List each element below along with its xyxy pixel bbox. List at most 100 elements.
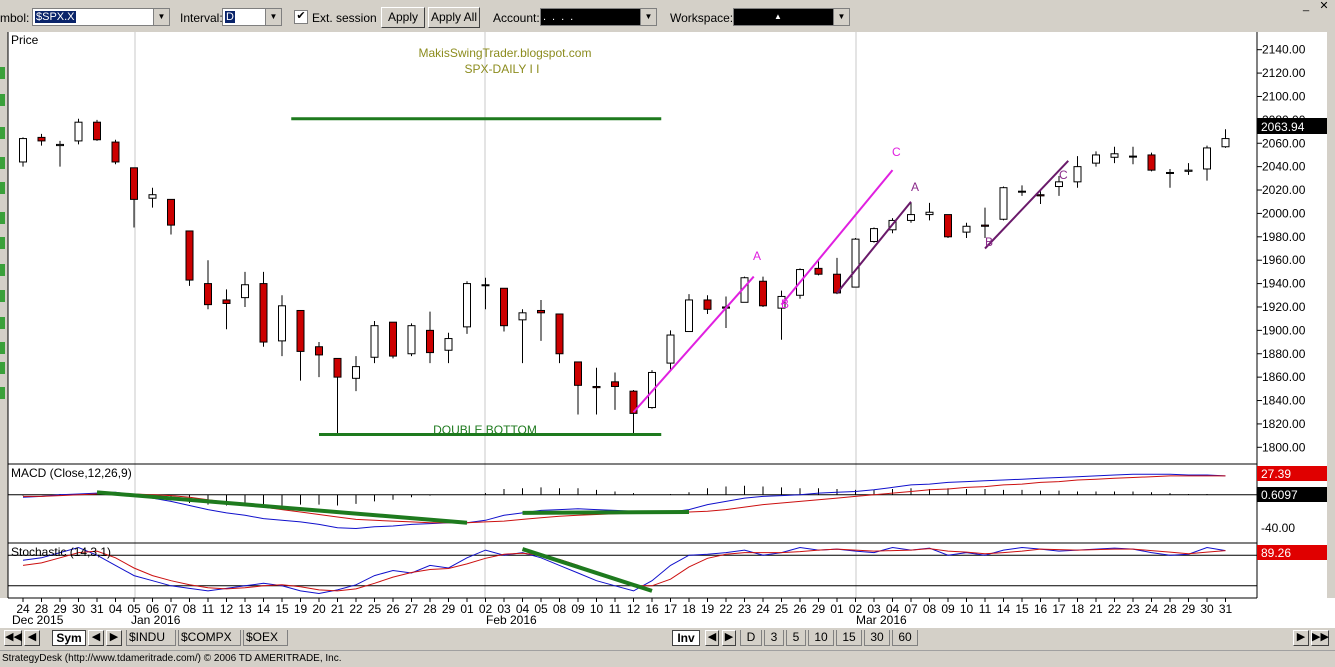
date-tick-label: 25 — [368, 602, 382, 616]
wave-label-c1: C — [892, 145, 901, 159]
candle-up — [1129, 155, 1137, 158]
symbol-combo[interactable]: $SPX.X ▼ — [32, 8, 170, 26]
date-tick-label: 01 — [460, 602, 474, 616]
chevron-down-icon[interactable]: ▼ — [640, 9, 656, 25]
scroll-right-icon[interactable]: ▶ — [722, 630, 736, 646]
date-tick-label: 01 — [830, 602, 844, 616]
next-page-icon[interactable]: ▶ — [1293, 630, 1309, 646]
wave-label-b1: B — [781, 297, 789, 311]
date-tick-label: 04 — [886, 602, 900, 616]
date-tick-label: 16 — [645, 602, 659, 616]
macd-divergence-line-1 — [96, 490, 468, 525]
scroll-left-icon[interactable]: ◀ — [88, 630, 104, 646]
candle-up — [352, 366, 360, 379]
date-tick-label: 02 — [849, 602, 863, 616]
tab-compx[interactable]: $COMPX — [178, 630, 241, 646]
right-scroll-strip[interactable] — [1327, 32, 1335, 598]
date-tick-label: 29 — [442, 602, 456, 616]
tab-interval-3[interactable]: 3 — [764, 630, 784, 646]
chevron-down-icon[interactable]: ▼ — [833, 9, 849, 25]
candles[interactable] — [19, 118, 1230, 436]
date-tick-label: 05 — [127, 602, 141, 616]
wave-abc-line-2 — [780, 169, 894, 306]
candle-up — [19, 138, 27, 163]
tab-sym[interactable]: Sym — [52, 630, 86, 646]
candle-up — [925, 211, 934, 216]
tab-inv[interactable]: Inv — [672, 630, 700, 646]
wave-label-c2: C — [1059, 168, 1068, 182]
price-axis: 2140.002120.002100.002080.002060.002040.… — [1257, 43, 1306, 454]
candle-down — [703, 299, 712, 310]
month-label-dec-2015: Dec 2015 — [12, 613, 64, 627]
trendlines[interactable] — [291, 117, 1069, 436]
date-tick-label: 04 — [109, 602, 123, 616]
date-tick-label: 07 — [904, 602, 918, 616]
scroll-left-icon[interactable]: ◀ — [705, 630, 719, 646]
apply-button[interactable]: Apply — [381, 7, 425, 28]
ext-session-checkbox[interactable]: ✔ — [294, 10, 308, 24]
tab-interval-60[interactable]: 60 — [892, 630, 918, 646]
account-value: .... — [543, 11, 580, 23]
bottom-tab-bar: ◀◀ ◀ Sym ◀ ▶ $INDU $COMPX $OEX Inv ◀ ▶ D… — [0, 628, 1335, 648]
price-tick-label: 2140.00 — [1262, 43, 1306, 57]
first-page-icon[interactable]: ◀◀ — [4, 630, 22, 646]
candle-down — [222, 299, 231, 304]
tab-interval-10[interactable]: 10 — [808, 630, 834, 646]
date-tick-label: 25 — [775, 602, 789, 616]
candle-down — [130, 167, 138, 200]
tab-interval-15[interactable]: 15 — [836, 630, 862, 646]
side-marker — [0, 212, 5, 224]
wave-abc-line-3 — [836, 201, 912, 294]
candle-up — [1221, 138, 1230, 148]
price-tick-label: 1800.00 — [1262, 440, 1306, 454]
prev-page-icon[interactable]: ◀ — [24, 630, 40, 646]
date-tick-label: 29 — [812, 602, 826, 616]
tab-interval-30[interactable]: 30 — [864, 630, 890, 646]
tab-oex[interactable]: $OEX — [243, 630, 288, 646]
candle-down — [315, 346, 323, 356]
date-tick-label: 13 — [238, 602, 252, 616]
price-tick-label: 2120.00 — [1262, 66, 1306, 80]
date-tick-label: 04 — [516, 602, 530, 616]
candle-up — [666, 334, 675, 364]
interval-combo[interactable]: D ▼ — [222, 8, 282, 26]
candle-up — [1110, 153, 1119, 158]
candle-up — [907, 214, 915, 221]
candle-up — [1184, 169, 1193, 172]
candle-down — [574, 361, 582, 386]
date-tick-label: 03 — [497, 602, 511, 616]
chevron-down-icon[interactable]: ▼ — [265, 9, 281, 25]
interval-value: D — [225, 11, 235, 23]
side-marker — [0, 127, 5, 139]
month-label-feb-2016: Feb 2016 — [486, 613, 537, 627]
date-tick-label: 28 — [35, 602, 49, 616]
apply-all-button[interactable]: Apply All — [428, 7, 480, 28]
candle-up — [518, 312, 527, 321]
date-tick-label: 31 — [1219, 602, 1233, 616]
macd-value-badge — [1257, 466, 1327, 481]
side-marker — [0, 264, 5, 276]
account-combo[interactable]: .... ▼ — [540, 8, 657, 26]
last-page-icon[interactable]: ▶▶ — [1311, 630, 1329, 646]
minimize-icon[interactable]: _ — [1302, 0, 1310, 12]
side-marker — [0, 237, 5, 249]
tab-indu[interactable]: $INDU — [126, 630, 176, 646]
date-tick-label: 27 — [405, 602, 419, 616]
workspace-combo[interactable]: ▲ ▼ — [733, 8, 850, 26]
candle-down — [592, 385, 601, 389]
scroll-right-icon[interactable]: ▶ — [106, 630, 122, 646]
date-tick-label: 08 — [183, 602, 197, 616]
tab-interval-5[interactable]: 5 — [786, 630, 806, 646]
date-tick-label: 10 — [590, 602, 604, 616]
tab-interval-d[interactable]: D — [740, 630, 762, 646]
close-icon[interactable]: ✕ — [1319, 0, 1329, 12]
price-tick-label: 1900.00 — [1262, 323, 1306, 337]
side-marker — [0, 387, 5, 399]
chart-area[interactable]: 2140.002120.002100.002080.002060.002040.… — [0, 32, 1335, 628]
candle-down — [629, 390, 638, 414]
macd-panel-title: MACD (Close,12,26,9) — [11, 466, 132, 480]
date-tick-label: 15 — [275, 602, 289, 616]
side-marker — [0, 94, 5, 106]
chevron-down-icon[interactable]: ▼ — [153, 9, 169, 25]
date-tick-label: 11 — [202, 602, 215, 616]
